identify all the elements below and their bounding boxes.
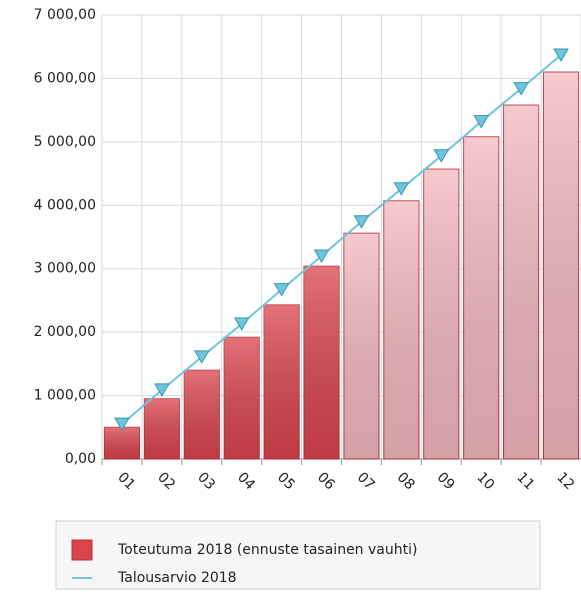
line-marker (273, 283, 290, 297)
legend: Toteutuma 2018 (ennuste tasainen vauhti)… (55, 520, 541, 590)
x-tick-label: 08 (394, 469, 418, 493)
line-marker (513, 82, 529, 96)
x-tick-label: 01 (114, 469, 138, 493)
bar-shade (463, 136, 499, 460)
line-marker (154, 383, 170, 397)
x-tick-label: 05 (274, 469, 298, 493)
line-marker (233, 317, 250, 331)
x-tick-label: 10 (474, 469, 498, 493)
legend-label: Talousarvio 2018 (117, 570, 237, 586)
bar-shade (543, 72, 579, 459)
y-tick-label: 6 000,00 (34, 70, 96, 86)
x-tick-label: 07 (354, 469, 378, 493)
y-tick-label: 3 000,00 (34, 261, 96, 277)
y-tick-label: 4 000,00 (34, 197, 96, 213)
legend-swatch (71, 539, 93, 561)
bar-shade (184, 370, 220, 459)
line-marker (473, 115, 490, 129)
x-tick-label: 03 (194, 469, 218, 493)
line-marker (393, 182, 410, 196)
y-tick-label: 2 000,00 (34, 324, 96, 340)
y-tick-label: 1 000,00 (34, 388, 96, 404)
grid (101, 14, 581, 460)
legend-box (55, 520, 541, 590)
x-tick-label: 09 (434, 469, 458, 493)
line-marker (433, 149, 450, 163)
x-tick-label: 02 (154, 469, 178, 493)
bar-shade (144, 398, 180, 459)
y-tick-label: 0,00 (65, 451, 96, 467)
bar-shade (423, 169, 459, 460)
line-marker (193, 350, 210, 364)
y-tick-label: 7 000,00 (34, 7, 96, 23)
x-tick-label: 04 (234, 469, 258, 493)
bar-shade (224, 337, 260, 459)
line-marker (313, 249, 330, 264)
bar-shade (303, 266, 340, 459)
x-tick-label: 11 (513, 469, 537, 493)
bar-shade (503, 105, 539, 459)
bar-shade (343, 233, 380, 459)
line-marker (353, 215, 370, 229)
bar-shade (383, 200, 419, 460)
x-tick-label: 12 (553, 469, 577, 493)
line-marker (114, 417, 130, 432)
bar-shade (104, 427, 140, 459)
line-marker (553, 48, 569, 62)
x-tick-label: 06 (314, 469, 338, 493)
bar-shade (264, 304, 300, 459)
legend-label: Toteutuma 2018 (ennuste tasainen vauhti) (117, 542, 417, 558)
y-tick-label: 5 000,00 (34, 134, 96, 150)
